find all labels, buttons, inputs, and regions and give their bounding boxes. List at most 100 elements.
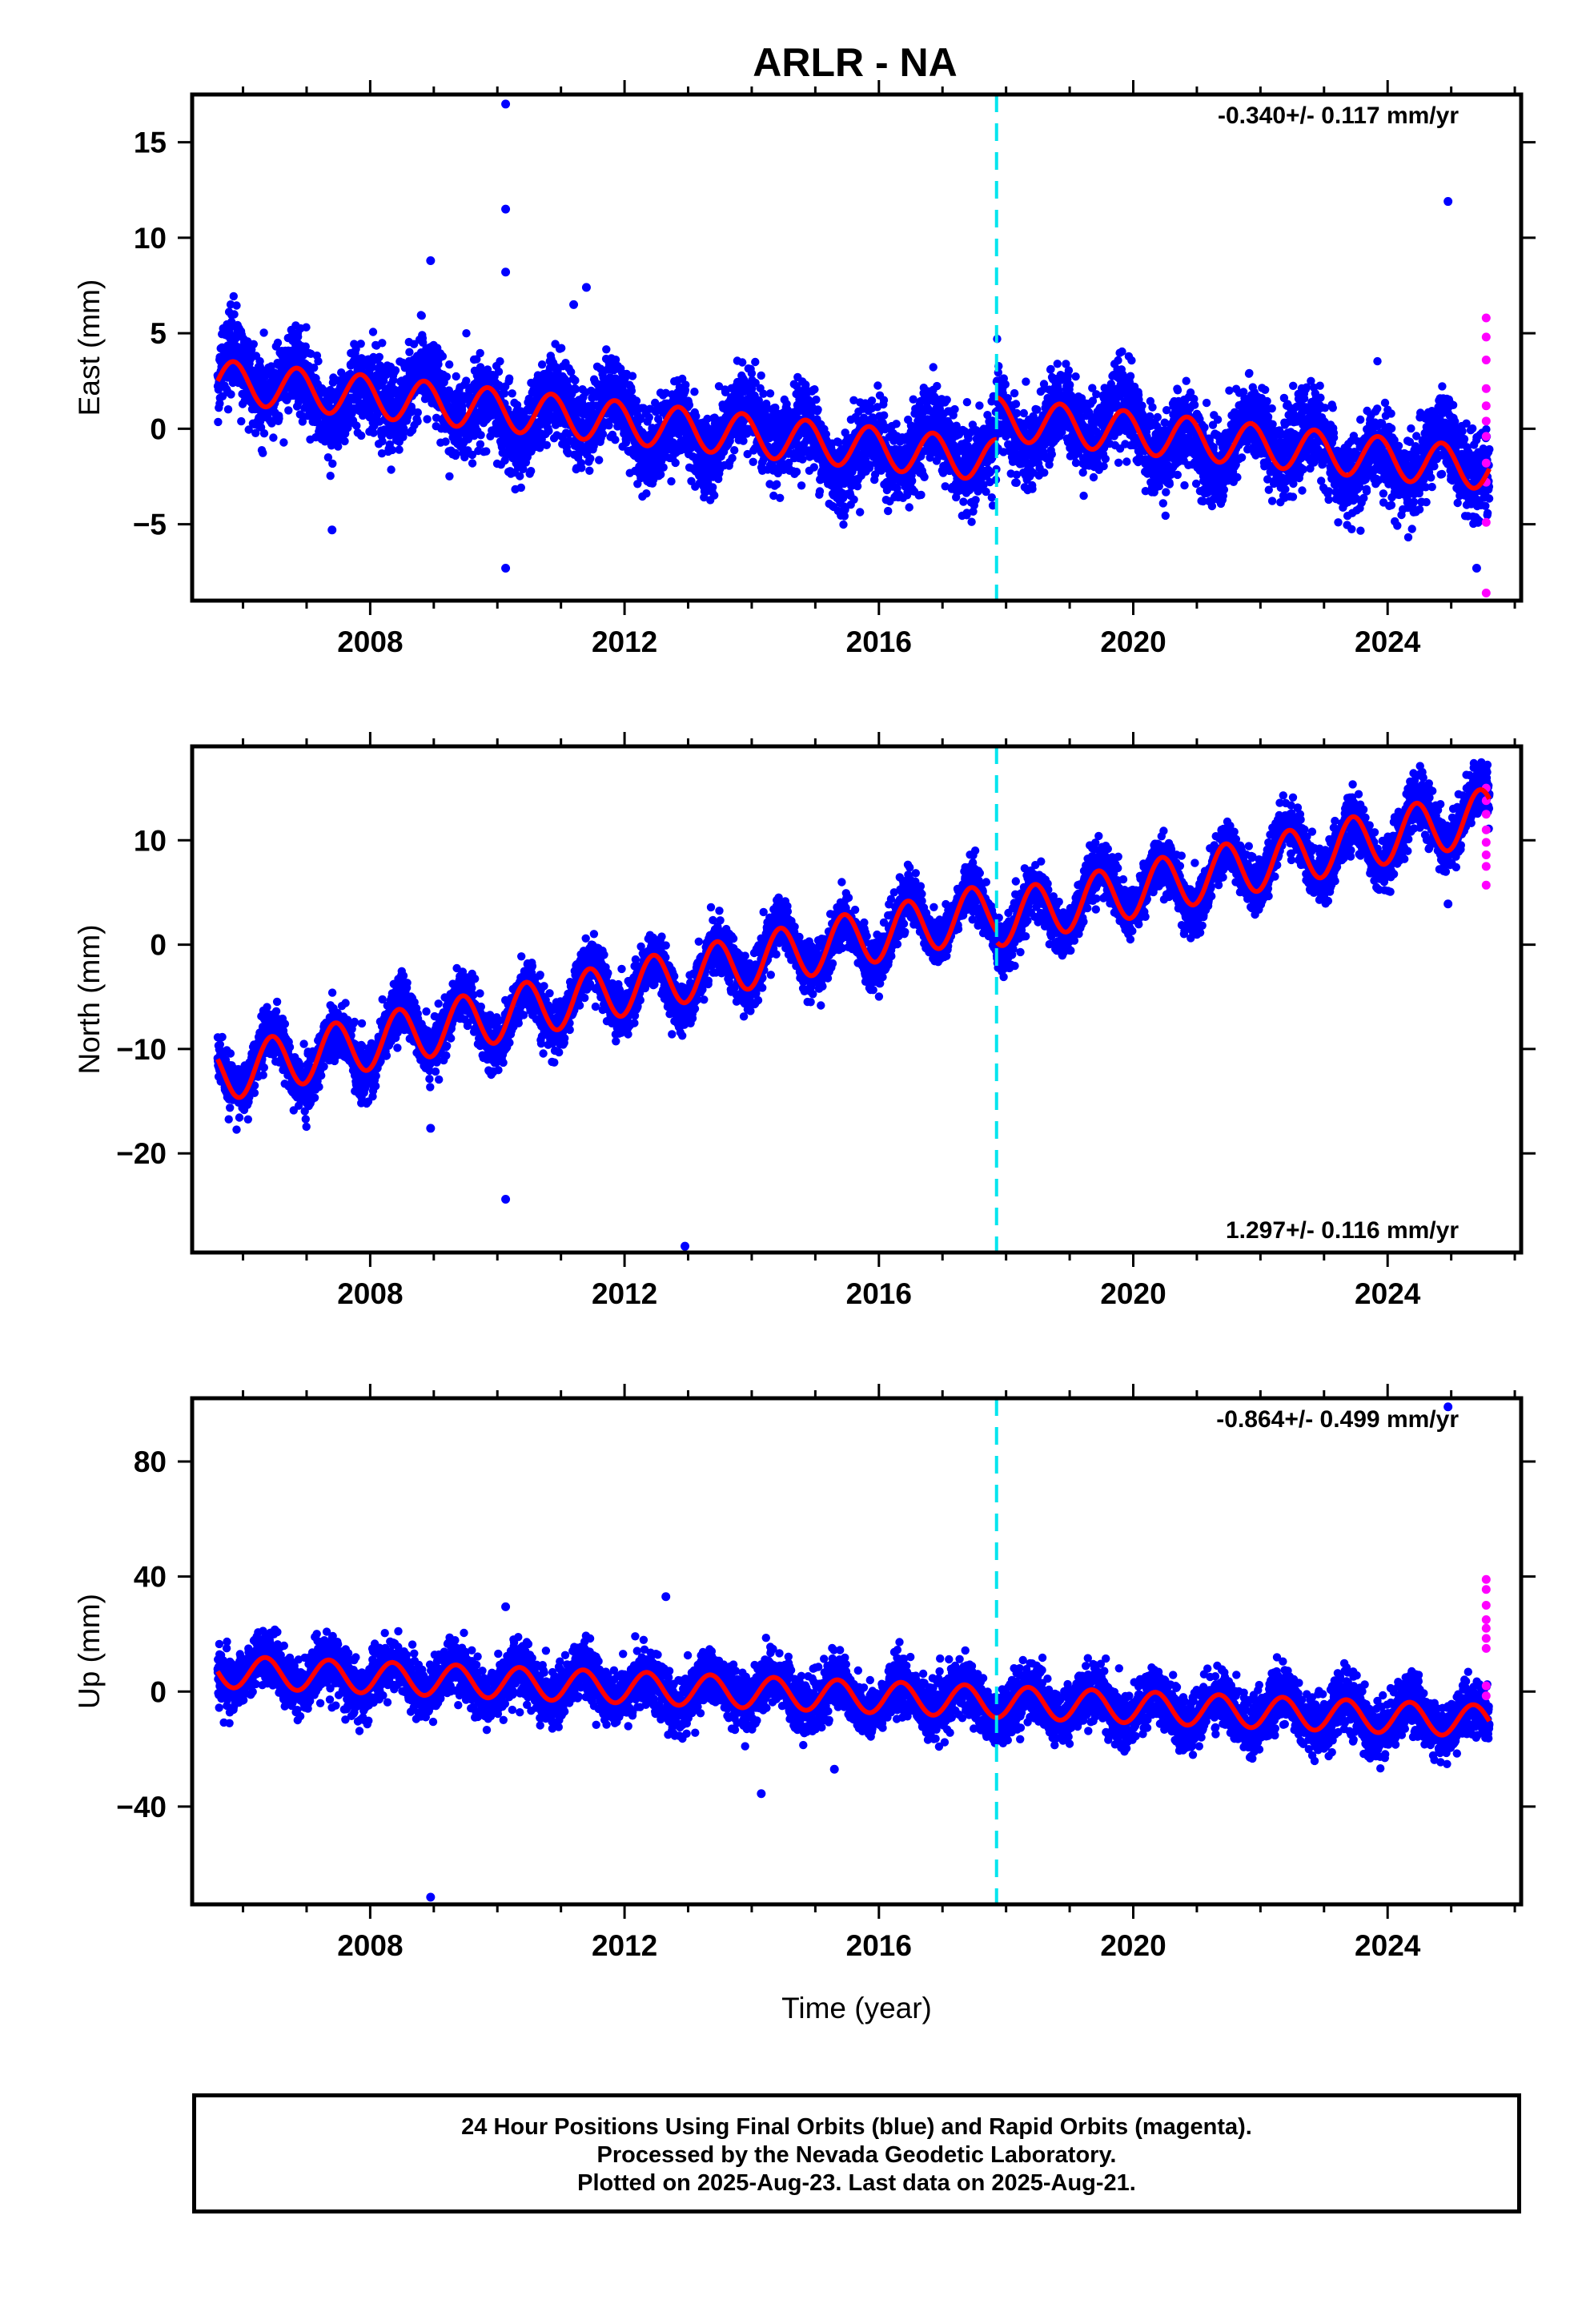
- final-point: [462, 329, 471, 338]
- final-point: [314, 356, 323, 366]
- final-point: [505, 374, 514, 383]
- final-point: [636, 415, 645, 424]
- final-point: [867, 396, 877, 405]
- final-point: [975, 401, 984, 410]
- final-point: [500, 389, 509, 398]
- final-point: [751, 357, 760, 367]
- final-point: [1064, 366, 1074, 375]
- final-point: [442, 372, 452, 381]
- final-point: [765, 389, 775, 398]
- final-point: [537, 360, 547, 369]
- final-point: [627, 386, 636, 396]
- final-point: [757, 371, 765, 380]
- final-point: [369, 428, 378, 437]
- final-point: [458, 401, 467, 411]
- final-point: [377, 449, 387, 458]
- final-point: [813, 405, 822, 414]
- final-point: [375, 352, 383, 361]
- final-point: [269, 433, 278, 442]
- final-point: [476, 440, 485, 448]
- final-point: [815, 487, 825, 496]
- final-point: [920, 472, 929, 481]
- final-point: [942, 396, 951, 404]
- final-point: [452, 372, 460, 381]
- final-point: [690, 388, 699, 396]
- final-point: [328, 459, 337, 468]
- final-point: [571, 384, 580, 394]
- final-point: [494, 367, 504, 376]
- final-point: [709, 483, 717, 492]
- final-point: [227, 390, 235, 399]
- final-point: [542, 440, 551, 449]
- final-point: [773, 480, 781, 489]
- final-point: [512, 400, 522, 409]
- final-point: [468, 450, 477, 460]
- final-point: [962, 398, 972, 407]
- final-point: [232, 301, 241, 310]
- final-point: [987, 493, 997, 502]
- final-point: [516, 472, 524, 480]
- final-point: [284, 406, 293, 415]
- final-point: [508, 389, 516, 398]
- final-point: [1028, 485, 1037, 493]
- final-point: [495, 382, 504, 391]
- final-point: [667, 476, 676, 486]
- final-point: [1046, 364, 1055, 374]
- final-point: [476, 431, 485, 440]
- final-point: [378, 339, 387, 348]
- final-point: [351, 344, 360, 354]
- final-point: [340, 436, 349, 446]
- final-point: [1012, 478, 1021, 487]
- final-point: [557, 344, 566, 352]
- final-point: [516, 483, 525, 493]
- final-point: [856, 508, 865, 517]
- final-point: [567, 368, 576, 376]
- final-point: [259, 328, 268, 337]
- final-point: [294, 332, 303, 341]
- final-point: [598, 429, 608, 439]
- figure-title: ARLR - NA: [753, 40, 958, 85]
- final-point: [604, 421, 613, 430]
- final-point: [681, 380, 690, 389]
- final-point: [227, 317, 236, 327]
- final-point: [611, 436, 620, 444]
- final-point: [519, 464, 528, 473]
- final-point: [1053, 360, 1062, 368]
- final-point: [797, 481, 806, 490]
- final-point: [544, 426, 553, 436]
- final-point: [323, 453, 333, 462]
- final-point: [839, 520, 848, 529]
- final-point: [611, 356, 620, 364]
- final-point: [395, 445, 404, 454]
- final-point: [301, 342, 310, 351]
- final-point: [462, 376, 471, 385]
- final-point: [445, 360, 454, 369]
- final-point: [659, 463, 668, 472]
- final-point: [812, 395, 821, 404]
- final-point: [849, 495, 858, 504]
- final-point: [1010, 388, 1019, 398]
- final-point: [423, 415, 432, 424]
- final-point: [399, 432, 408, 441]
- final-point: [1011, 400, 1021, 408]
- final-point: [356, 340, 365, 348]
- final-point: [229, 292, 238, 301]
- final-point: [685, 400, 694, 409]
- final-point: [310, 364, 319, 372]
- final-point: [728, 453, 737, 463]
- final-point: [1022, 377, 1030, 386]
- final-point: [413, 417, 422, 426]
- final-point: [586, 454, 595, 463]
- final-point: [417, 312, 426, 320]
- final-point: [571, 376, 580, 385]
- final-point: [917, 490, 926, 500]
- final-point: [445, 472, 454, 480]
- final-point: [738, 358, 747, 367]
- final-point: [438, 352, 448, 361]
- final-point: [642, 489, 651, 498]
- final-point: [267, 362, 275, 371]
- final-point: [279, 438, 288, 447]
- final-point: [873, 381, 882, 390]
- final-point: [527, 467, 536, 476]
- final-point: [413, 408, 422, 417]
